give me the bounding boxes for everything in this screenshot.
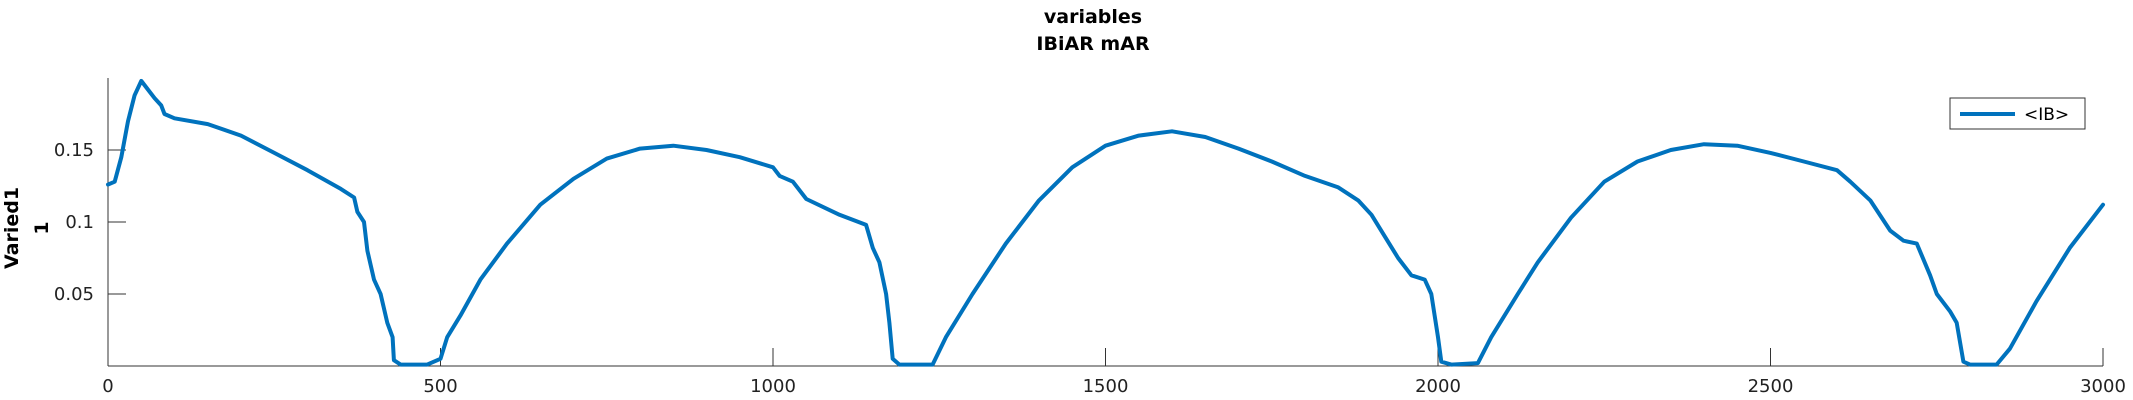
legend: <IB> [1949, 97, 2086, 130]
x-tick-label: 1000 [750, 376, 796, 397]
series-line-ib [106, 78, 2105, 367]
x-ticks: 0 500 1000 1500 2000 2500 3000 [102, 348, 2126, 397]
y-tick-label: 0.1 [65, 212, 94, 233]
x-tick-label: 0 [102, 376, 113, 397]
y-ticks: 0.05 0.1 0.15 [54, 140, 126, 305]
chart-title-line-1: variables [1044, 6, 1142, 28]
x-tick-label: 500 [423, 376, 457, 397]
chart-title-line-2: IBiAR mAR [1036, 33, 1150, 55]
y-axis-label-line-1: Varied1 [1, 187, 23, 269]
x-tick-label: 1500 [1083, 376, 1129, 397]
y-axis-label: Varied1 1 [1, 187, 53, 269]
legend-entry-ib: <IB> [2024, 105, 2069, 125]
y-tick-label: 0.15 [54, 140, 94, 161]
x-tick-label: 2000 [1415, 376, 1461, 397]
y-axis-label-line-2: 1 [31, 221, 53, 234]
y-tick-label: 0.05 [54, 284, 94, 305]
x-tick-label: 3000 [2080, 376, 2126, 397]
x-tick-label: 2500 [1748, 376, 1794, 397]
